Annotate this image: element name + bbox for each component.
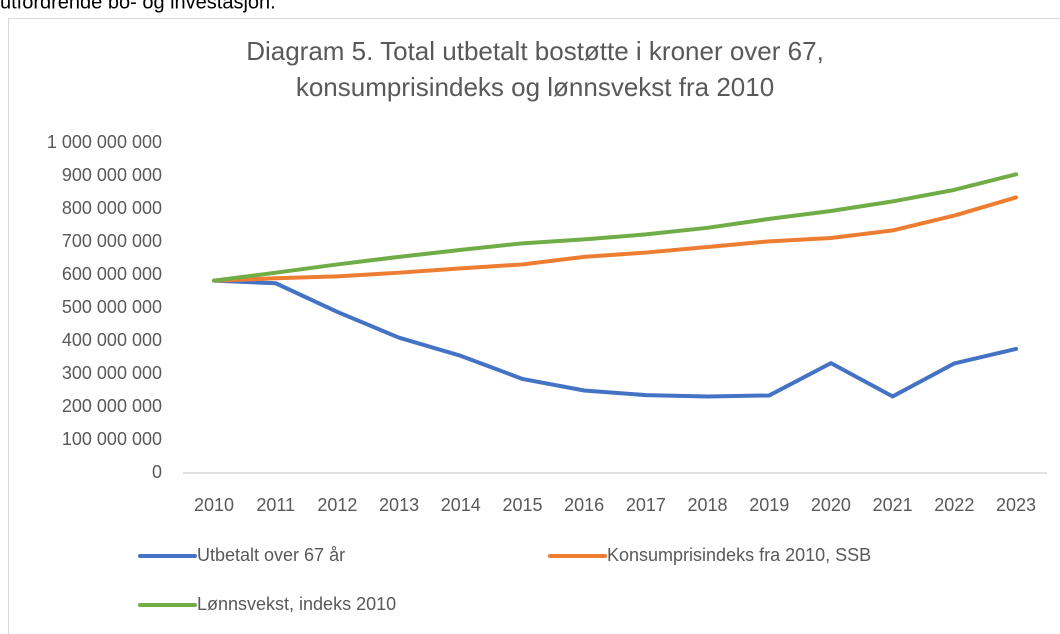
y-tick-label: 100 000 000 bbox=[62, 429, 162, 449]
series-line bbox=[212, 195, 1018, 283]
legend-label: Utbetalt over 67 år bbox=[197, 545, 345, 565]
series-line bbox=[212, 172, 1018, 283]
y-tick-label: 900 000 000 bbox=[62, 165, 162, 185]
x-tick-label: 2012 bbox=[317, 495, 357, 515]
y-tick-label: 800 000 000 bbox=[62, 198, 162, 218]
x-tick-label: 2019 bbox=[749, 495, 789, 515]
y-tick-label: 500 000 000 bbox=[62, 297, 162, 317]
y-tick-label: 200 000 000 bbox=[62, 396, 162, 416]
x-tick-label: 2015 bbox=[502, 495, 542, 515]
y-tick-label: 300 000 000 bbox=[62, 363, 162, 383]
x-tick-label: 2014 bbox=[441, 495, 481, 515]
y-tick-label: 700 000 000 bbox=[62, 231, 162, 251]
page-text: utfordrende bo- og investasjon. bbox=[0, 0, 276, 13]
x-tick-label: 2013 bbox=[379, 495, 419, 515]
y-tick-label: 600 000 000 bbox=[62, 264, 162, 284]
x-tick-label: 2017 bbox=[626, 495, 666, 515]
series-line bbox=[212, 278, 1018, 399]
y-tick-label: 1 000 000 000 bbox=[47, 132, 162, 152]
y-tick-label: 400 000 000 bbox=[62, 330, 162, 350]
chart-title: konsumprisindeks og lønnsvekst fra 2010 bbox=[296, 72, 774, 102]
legend-label: Lønnsvekst, indeks 2010 bbox=[197, 594, 396, 614]
x-tick-label: 2023 bbox=[996, 495, 1036, 515]
chart-title: Diagram 5. Total utbetalt bostøtte i kro… bbox=[246, 36, 824, 66]
x-tick-label: 2016 bbox=[564, 495, 604, 515]
x-tick-label: 2011 bbox=[256, 495, 295, 515]
x-tick-label: 2021 bbox=[873, 495, 913, 515]
x-tick-label: 2022 bbox=[934, 495, 974, 515]
y-tick-label: 0 bbox=[152, 462, 162, 482]
x-tick-label: 2018 bbox=[688, 495, 728, 515]
chart-frame bbox=[8, 18, 1060, 634]
x-tick-label: 2010 bbox=[194, 495, 234, 515]
legend-label: Konsumprisindeks fra 2010, SSB bbox=[607, 545, 871, 565]
x-tick-label: 2020 bbox=[811, 495, 851, 515]
